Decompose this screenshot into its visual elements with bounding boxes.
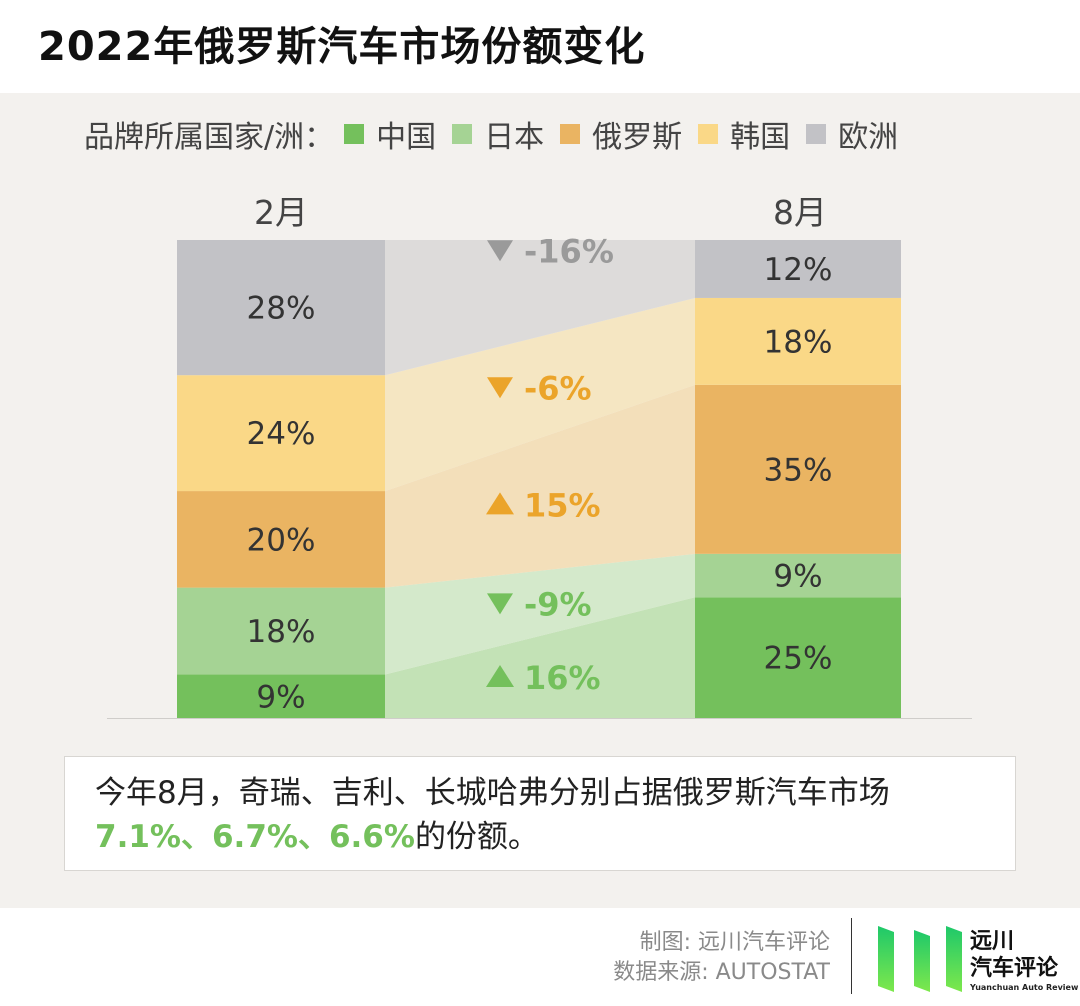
- change-label: 16%: [524, 659, 601, 697]
- brand-logo-icon: [878, 926, 962, 992]
- change-label: -16%: [524, 232, 614, 270]
- change-label: -6%: [524, 369, 592, 407]
- footer-credits: 制图: 远川汽车评论 数据来源: AUTOSTAT: [613, 928, 830, 988]
- bar-segment: [695, 297, 901, 385]
- legend-label: 品牌所属国家/洲：: [84, 120, 335, 155]
- bar-segment: [177, 587, 385, 675]
- note-box: 今年8月，奇瑞、吉利、长城哈弗分别占据俄罗斯汽车市场 7.1%、6.7%、6.6…: [64, 756, 1016, 871]
- connector-band: [385, 553, 695, 675]
- legend-swatch: [452, 124, 473, 144]
- data-label: 18%: [247, 614, 316, 650]
- bar-segment: [695, 384, 901, 554]
- bar-segment: [177, 240, 385, 376]
- category-label: 2月: [254, 193, 308, 232]
- bar-segment: [177, 491, 385, 588]
- stacked-bar-chart: 9% 25% 18% 9% 20% 35% 24% 18% 28% 12% -16% -6% 15% -9…: [107, 193, 972, 719]
- change-label: 15%: [524, 486, 601, 524]
- data-label: 20%: [247, 522, 316, 558]
- change-label: -9%: [524, 585, 592, 623]
- footer-divider: [851, 918, 852, 994]
- legend: 品牌所属国家/洲： 中国 日本 俄罗斯 韩国 欧洲: [84, 112, 914, 156]
- data-label: 9%: [773, 559, 822, 595]
- brand-logo-subtitle: Yuanchuan Auto Review: [970, 983, 1079, 992]
- data-label: 24%: [247, 416, 316, 452]
- footer-source: 数据来源: AUTOSTAT: [613, 960, 830, 985]
- connector-band: [385, 240, 695, 376]
- legend-item-europe: 欧洲: [806, 112, 898, 156]
- legend-swatch: [806, 124, 827, 144]
- up-triangle-icon: [486, 664, 514, 687]
- category-label: 8月: [773, 193, 827, 232]
- chart-title: 2022年俄罗斯汽车市场份额变化: [38, 24, 646, 70]
- data-label: 18%: [764, 324, 833, 360]
- footer-credit: 制图: 远川汽车评论: [639, 930, 830, 955]
- bar-segment: [695, 240, 901, 298]
- legend-swatch: [698, 124, 719, 144]
- bar-segment: [177, 674, 385, 718]
- down-triangle-icon: [487, 240, 513, 262]
- connector-band: [385, 297, 695, 492]
- down-triangle-icon: [487, 377, 513, 399]
- connector-band: [385, 384, 695, 588]
- note-highlight: 7.1%、6.7%、6.6%: [95, 819, 415, 855]
- connector-band: [385, 597, 695, 718]
- bar-segment: [177, 375, 385, 492]
- data-label: 35%: [764, 452, 833, 488]
- data-label: 9%: [256, 679, 305, 715]
- bar-segment: [695, 597, 901, 718]
- legend-item-japan: 日本: [452, 112, 544, 156]
- brand-logo-text: 远川 汽车评论: [970, 929, 1059, 981]
- data-label: 28%: [247, 291, 316, 327]
- data-label: 25%: [764, 641, 833, 677]
- legend-item-korea: 韩国: [698, 112, 790, 156]
- legend-swatch: [344, 124, 365, 144]
- up-triangle-icon: [486, 492, 514, 515]
- note-line1: 今年8月，奇瑞、吉利、长城哈弗分别占据俄罗斯汽车市场: [95, 775, 890, 811]
- note-line2: 的份额。: [414, 819, 539, 855]
- legend-item-russia: 俄罗斯: [560, 112, 682, 156]
- legend-item-china: 中国: [344, 112, 436, 156]
- down-triangle-icon: [487, 593, 513, 615]
- data-label: 12%: [764, 252, 833, 288]
- legend-swatch: [560, 124, 581, 144]
- bar-segment: [695, 553, 901, 598]
